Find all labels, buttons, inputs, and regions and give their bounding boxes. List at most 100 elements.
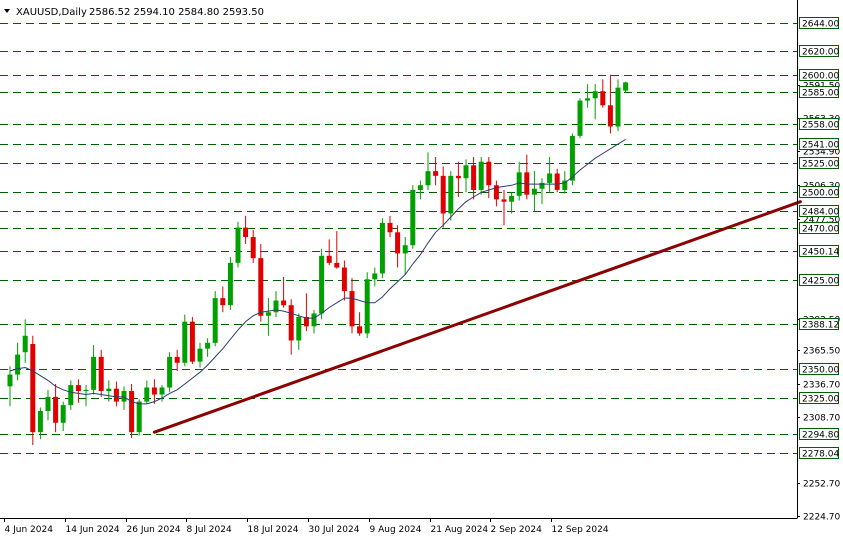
candle-body — [395, 232, 401, 254]
candle-body — [387, 222, 393, 233]
level-tag: 2294.80 — [799, 428, 839, 441]
axis-layer — [0, 0, 798, 519]
candle-body — [235, 227, 241, 263]
candle — [129, 383, 135, 439]
level-tag-box — [799, 138, 839, 150]
chevron-down-icon[interactable] — [4, 9, 10, 13]
candle — [144, 380, 150, 404]
candle — [524, 154, 530, 200]
level-tag-box — [799, 274, 839, 286]
level-tag: 2325.00 — [799, 392, 839, 405]
candle-body — [159, 387, 165, 395]
candle-body — [167, 356, 173, 388]
candle-body — [463, 165, 469, 179]
candle — [288, 299, 294, 355]
candle — [227, 256, 233, 310]
candle — [281, 276, 287, 308]
candle-body — [326, 255, 332, 263]
candle — [250, 229, 256, 263]
candle-body — [75, 385, 81, 392]
level-tag-box — [799, 157, 839, 169]
chart-header: XAUUSD,Daily 2586.52 2594.10 2584.80 259… — [4, 7, 264, 18]
candle — [554, 168, 560, 193]
candle-body — [273, 300, 279, 313]
candle-body — [569, 135, 575, 181]
candle-body — [516, 172, 522, 196]
candle — [607, 74, 613, 134]
candle-body — [113, 388, 119, 402]
level-tag-label: 2278.04 — [802, 450, 839, 460]
candle — [577, 98, 583, 139]
candle — [341, 260, 347, 301]
candle-body — [524, 172, 530, 195]
candle-body — [197, 348, 203, 362]
candle-body — [547, 173, 553, 183]
candle-body — [121, 391, 127, 402]
candle-body — [607, 105, 613, 127]
candle — [326, 239, 332, 266]
candle — [501, 189, 507, 226]
candle — [273, 291, 279, 317]
time-tick-label: 12 Sep 2024 — [552, 525, 609, 535]
candle-body — [189, 321, 195, 362]
level-tag: 2558.00 — [799, 118, 839, 131]
candle-body — [425, 171, 431, 186]
time-tick-label: 9 Aug 2024 — [370, 525, 422, 535]
candle — [455, 161, 461, 198]
candle — [30, 335, 36, 446]
level-tag-label: 2620.00 — [802, 48, 839, 58]
candle — [531, 171, 537, 212]
candle — [379, 218, 385, 279]
candle-body — [303, 316, 309, 327]
candle — [440, 166, 446, 228]
level-tag-box — [799, 17, 839, 29]
candle — [182, 314, 188, 367]
candle-body — [509, 195, 515, 202]
price-tick-label: 2224.70 — [803, 513, 840, 523]
candle-body — [212, 298, 218, 343]
level-tag-label: 2325.00 — [802, 395, 839, 405]
level-tag-box — [799, 318, 839, 330]
level-tags-layer: 2644.00 2620.00 2600.00 2585.00 2558.00 2541.… — [799, 17, 839, 460]
candle — [395, 225, 401, 268]
candle — [364, 272, 370, 339]
candle-body — [60, 405, 66, 423]
candle-body — [615, 87, 621, 127]
price-tick-label: 2534.90 — [803, 148, 840, 158]
level-tag: 2620.00 — [799, 45, 839, 58]
candle — [37, 407, 43, 440]
time-tick-label: 18 Jul 2024 — [248, 525, 299, 535]
candle — [509, 192, 515, 214]
candle-body — [288, 305, 294, 341]
price-tick-label: 2252.70 — [803, 480, 840, 490]
level-tag: 2278.04 — [799, 447, 839, 460]
candle-body — [379, 222, 385, 274]
candle-body — [311, 313, 317, 327]
level-tag: 2500.00 — [799, 186, 839, 199]
candle-body — [539, 182, 545, 189]
level-tag-box — [799, 363, 839, 375]
candle — [197, 342, 203, 368]
candle — [220, 286, 226, 313]
level-tag: 2644.00 — [799, 17, 839, 30]
candle — [212, 291, 218, 347]
candle — [91, 345, 97, 395]
candle-body — [562, 180, 568, 190]
candle-body — [433, 171, 439, 176]
level-tag-label: 2470.00 — [802, 225, 839, 235]
candle — [417, 180, 423, 200]
candle — [75, 379, 81, 403]
level-tag: 2541.00 — [799, 138, 839, 151]
level-tag-label: 2600.00 — [802, 72, 839, 82]
candle — [15, 342, 21, 381]
candle-body — [205, 342, 211, 349]
candle-body — [227, 262, 233, 306]
candle — [159, 385, 165, 402]
candle-body — [478, 161, 484, 190]
candle — [387, 215, 393, 237]
candle-body — [349, 291, 355, 327]
candle — [319, 248, 325, 320]
level-tag-label: 2644.00 — [802, 20, 839, 30]
